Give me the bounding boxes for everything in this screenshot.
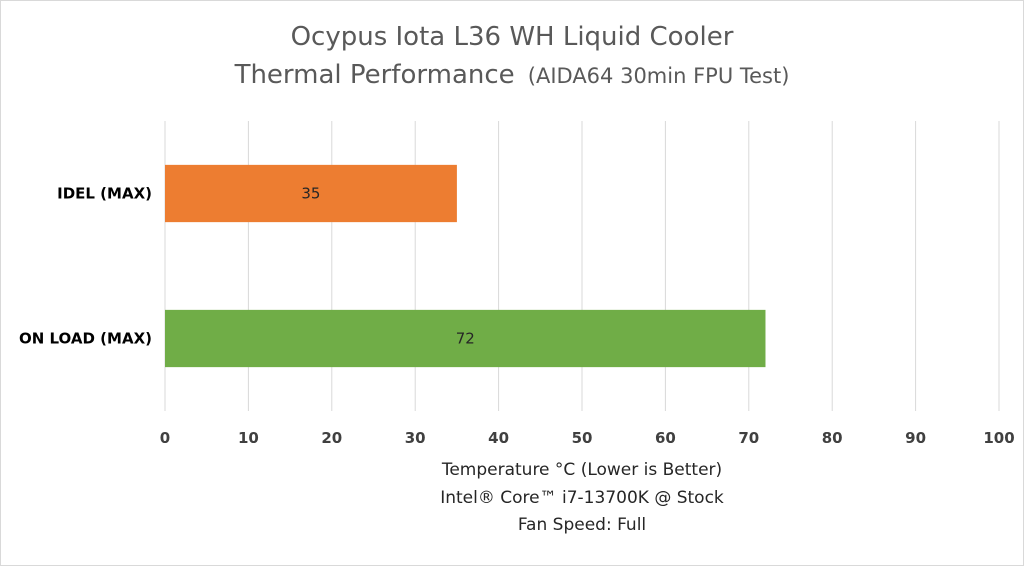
category-labels: IDEL (MAX) ON LOAD (MAX)	[19, 185, 152, 348]
x-tick-label: 50	[572, 429, 593, 447]
gridlines	[164, 121, 1000, 411]
x-axis-title-line: Temperature °C (Lower is Better)	[441, 460, 722, 480]
x-tick-label: 70	[738, 429, 759, 447]
x-tick-label: 100	[983, 429, 1014, 447]
x-tick-label: 90	[905, 429, 926, 447]
bar	[165, 309, 766, 368]
bar	[165, 164, 457, 223]
data-labels: 35 72	[301, 185, 474, 348]
x-tick-label: 0	[160, 429, 170, 447]
x-tick-labels: 0 10 20 30 40 50 60 70 80 90 100	[160, 429, 1015, 447]
data-label: 72	[456, 330, 475, 348]
chart-subtitle: Thermal Performance (AIDA64 30min FPU Te…	[234, 60, 790, 90]
x-tick-label: 20	[321, 429, 342, 447]
x-axis-title-line: Fan Speed: Full	[518, 515, 646, 535]
x-tick-label: 30	[405, 429, 426, 447]
x-axis-title: Temperature °C (Lower is Better) Intel® C…	[440, 460, 724, 535]
category-label: IDEL (MAX)	[57, 185, 152, 203]
bars	[165, 164, 766, 368]
x-tick-label: 10	[238, 429, 259, 447]
category-label: ON LOAD (MAX)	[19, 330, 152, 348]
x-tick-label: 60	[655, 429, 676, 447]
x-tick-label: 80	[822, 429, 843, 447]
x-axis-title-line: Intel® Core™ i7-13700K @ Stock	[440, 488, 724, 508]
data-label: 35	[301, 185, 320, 203]
chart-subtitle-main: Thermal Performance	[234, 60, 515, 90]
chart-title: Ocypus Iota L36 WH Liquid Cooler	[291, 22, 734, 52]
x-tick-label: 40	[488, 429, 509, 447]
chart-subtitle-note: (AIDA64 30min FPU Test)	[528, 64, 790, 88]
